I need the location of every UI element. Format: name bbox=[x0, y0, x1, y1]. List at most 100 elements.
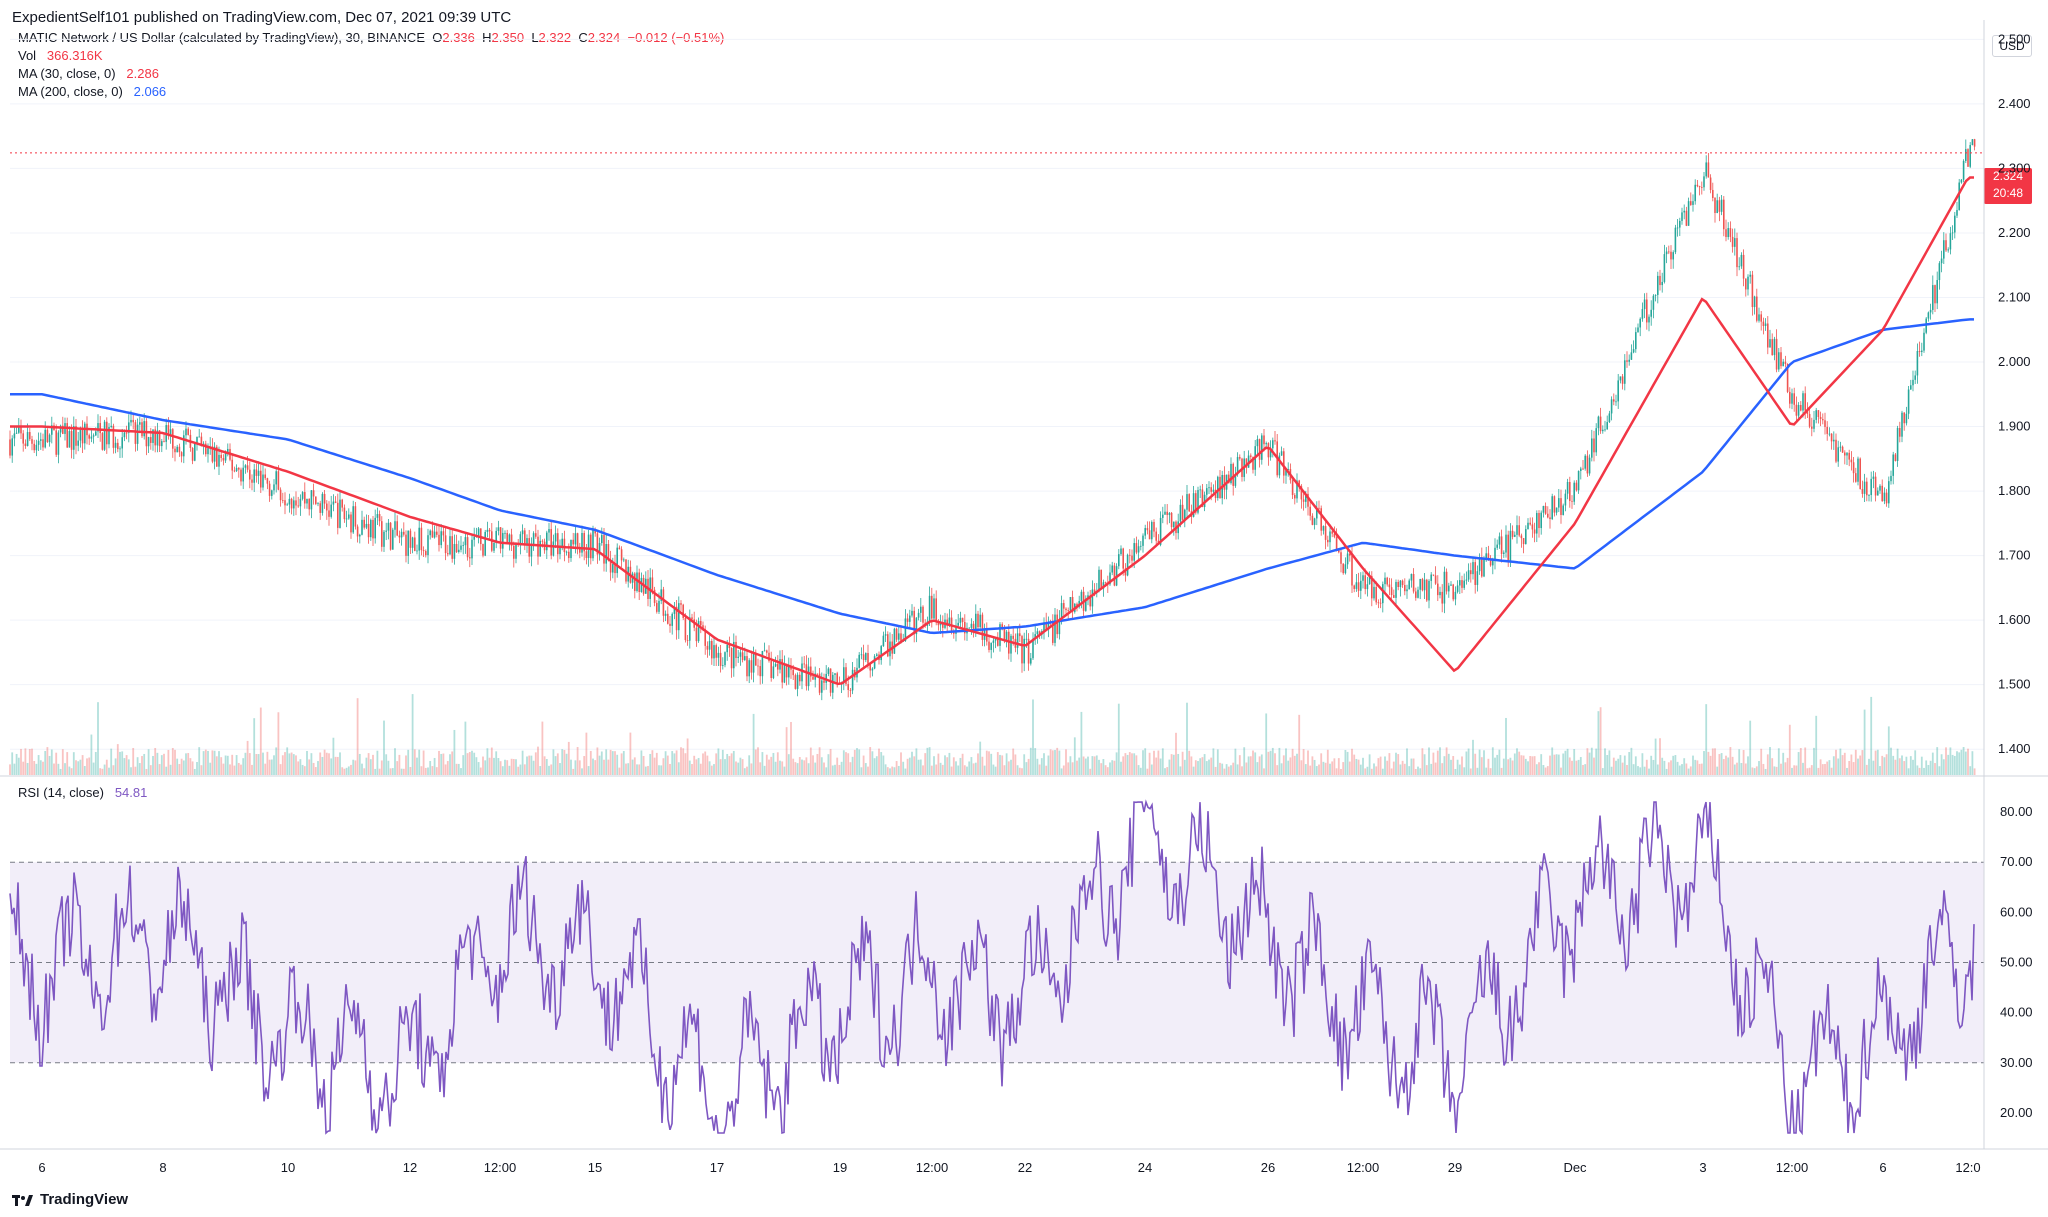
volume-bar bbox=[1665, 768, 1668, 775]
candle-body bbox=[1652, 295, 1655, 310]
candle-body bbox=[1883, 492, 1886, 502]
candle-body bbox=[1740, 254, 1743, 267]
volume-bar bbox=[1692, 755, 1694, 775]
volume-bar bbox=[1483, 750, 1485, 775]
volume-bar bbox=[257, 754, 260, 775]
volume-bar bbox=[341, 767, 344, 775]
candle-body bbox=[211, 446, 214, 462]
candle-body bbox=[1863, 481, 1866, 494]
candle-body bbox=[1067, 610, 1069, 611]
candle-body bbox=[1005, 631, 1008, 641]
candle-body bbox=[185, 428, 187, 436]
volume-bar bbox=[640, 750, 643, 775]
candle-body bbox=[728, 644, 731, 649]
candle-body bbox=[315, 496, 317, 504]
volume-bar bbox=[552, 749, 555, 775]
volume-bar bbox=[66, 752, 69, 775]
close-label: C bbox=[578, 30, 588, 45]
volume-bar bbox=[539, 766, 542, 775]
price-tick-label: 2.200 bbox=[1998, 225, 2031, 240]
volume-bar bbox=[130, 767, 132, 775]
volume-bar bbox=[178, 764, 181, 775]
candle-body bbox=[1208, 487, 1210, 489]
volume-bar bbox=[1001, 755, 1004, 775]
volume-bar bbox=[453, 729, 456, 775]
volume-bar bbox=[17, 757, 20, 775]
candle-body bbox=[438, 534, 440, 546]
volume-bar bbox=[1302, 749, 1305, 775]
candle-body bbox=[1529, 522, 1531, 525]
candle-body bbox=[733, 641, 735, 669]
volume-bar bbox=[1793, 765, 1796, 775]
volume-bar bbox=[908, 757, 911, 775]
volume-bar bbox=[1593, 757, 1595, 775]
candle-body bbox=[218, 454, 220, 467]
candle-body bbox=[253, 469, 255, 483]
candle-body bbox=[598, 543, 601, 555]
volume-bar bbox=[798, 757, 801, 775]
volume-bar bbox=[884, 764, 887, 775]
candle-body bbox=[1113, 565, 1116, 586]
volume-bar bbox=[603, 759, 605, 775]
volume-bar bbox=[350, 764, 352, 775]
volume-bar bbox=[506, 760, 509, 775]
candle-body bbox=[568, 551, 570, 559]
candle-body bbox=[1762, 321, 1765, 326]
volume-bar bbox=[1907, 768, 1910, 775]
volume-bar bbox=[317, 761, 319, 775]
candle-body bbox=[821, 680, 823, 693]
candle-body bbox=[1520, 535, 1523, 539]
volume-bar bbox=[1157, 750, 1160, 775]
volume-bar bbox=[1197, 761, 1199, 775]
candle-body bbox=[1234, 474, 1237, 486]
volume-bar bbox=[629, 732, 632, 775]
candle-body bbox=[1654, 294, 1657, 296]
candle-body bbox=[1573, 482, 1575, 502]
volume-bar bbox=[1192, 766, 1195, 775]
volume-bar bbox=[114, 758, 117, 775]
candle-body bbox=[1465, 579, 1468, 581]
candle-body bbox=[1833, 439, 1835, 442]
tradingview-brand[interactable]: TradingView bbox=[12, 1191, 128, 1208]
volume-bar bbox=[783, 766, 786, 775]
candle-body bbox=[1296, 480, 1298, 499]
candle-body bbox=[684, 617, 687, 641]
candle-body bbox=[187, 428, 189, 435]
candle-body bbox=[1388, 584, 1391, 588]
candle-body bbox=[466, 537, 469, 558]
candle-body bbox=[1195, 493, 1197, 513]
volume-bar bbox=[1967, 748, 1969, 775]
candle-body bbox=[339, 499, 341, 528]
volume-bar bbox=[706, 755, 709, 775]
candle-body bbox=[1450, 584, 1452, 586]
volume-bar bbox=[820, 757, 823, 775]
candle-body bbox=[1327, 539, 1329, 543]
volume-bar bbox=[1080, 711, 1083, 775]
candle-body bbox=[1104, 582, 1107, 584]
candle-body bbox=[1551, 496, 1553, 520]
volume-bar bbox=[1938, 766, 1941, 775]
candle-body bbox=[1635, 332, 1637, 350]
candle-body bbox=[1716, 200, 1718, 213]
volume-bar bbox=[1089, 768, 1092, 775]
volume-bar bbox=[1161, 748, 1164, 775]
volume-bar bbox=[1876, 749, 1879, 775]
volume-bar bbox=[1313, 759, 1316, 775]
volume-bar bbox=[464, 721, 467, 775]
candle-body bbox=[1767, 323, 1769, 348]
volume-bar bbox=[1590, 747, 1593, 775]
candle-body bbox=[1313, 518, 1316, 525]
candle-body bbox=[680, 603, 682, 605]
volume-bar bbox=[1104, 765, 1107, 775]
candle-body bbox=[1509, 530, 1512, 561]
volume-bar bbox=[110, 748, 113, 775]
candle-body bbox=[1080, 591, 1083, 601]
currency-button[interactable]: USD bbox=[1992, 35, 2032, 57]
candlestick-series bbox=[9, 138, 1976, 701]
candle-body bbox=[1610, 399, 1613, 414]
time-tick-label: 10 bbox=[281, 1160, 295, 1175]
volume-bar bbox=[497, 758, 500, 775]
volume-bar bbox=[1120, 761, 1122, 775]
candle-body bbox=[154, 429, 156, 446]
